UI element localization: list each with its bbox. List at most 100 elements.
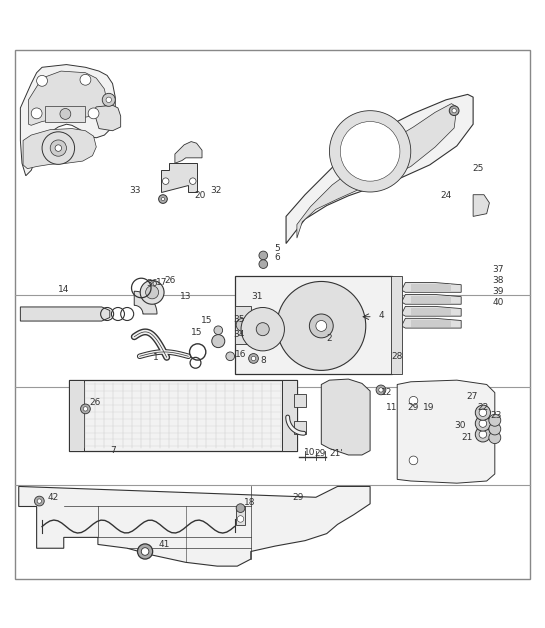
Text: 4: 4 [378,311,384,320]
Bar [235,507,245,526]
Polygon shape [20,65,115,176]
Polygon shape [161,163,197,192]
Bar [45,106,86,121]
Text: 12: 12 [381,387,392,396]
Circle shape [452,109,456,113]
Circle shape [212,335,225,348]
Text: 36: 36 [147,279,158,288]
Text: 7: 7 [110,446,116,455]
Circle shape [146,286,159,299]
Polygon shape [20,307,110,321]
Circle shape [475,416,490,431]
Text: 5: 5 [274,244,280,254]
Text: 16: 16 [234,350,246,359]
Circle shape [141,548,149,555]
Circle shape [277,281,366,371]
Circle shape [479,431,487,438]
Text: 29: 29 [315,450,326,458]
Circle shape [37,499,41,503]
Circle shape [409,396,418,405]
Text: 21': 21' [329,450,343,458]
Circle shape [489,423,501,435]
Text: 33: 33 [129,186,140,195]
Text: 10: 10 [304,448,316,457]
Text: 37: 37 [492,265,504,274]
Text: 17: 17 [156,278,167,287]
Circle shape [50,140,66,156]
Text: 30: 30 [455,421,466,430]
Bar [234,306,251,344]
Bar [391,276,402,374]
Circle shape [42,132,75,165]
Circle shape [259,251,268,260]
Polygon shape [402,283,461,292]
Text: 21: 21 [461,433,473,442]
Circle shape [475,405,490,420]
Text: 26: 26 [89,398,101,408]
Polygon shape [402,318,461,328]
Circle shape [409,456,418,465]
Polygon shape [473,195,489,217]
Text: 1: 1 [153,353,159,362]
Circle shape [236,318,249,332]
Polygon shape [397,380,495,483]
Circle shape [340,121,400,181]
Circle shape [310,314,333,338]
Bar [411,284,451,291]
Circle shape [159,195,167,203]
Circle shape [37,75,47,86]
Text: 40: 40 [492,298,504,306]
Polygon shape [134,291,157,314]
Text: 29: 29 [407,403,419,412]
Polygon shape [175,141,202,163]
Text: 19: 19 [423,403,435,412]
Text: 15: 15 [191,328,203,337]
Polygon shape [286,94,473,244]
Text: 32: 32 [210,186,221,195]
Text: 20: 20 [194,192,205,200]
Circle shape [83,407,88,411]
Circle shape [88,108,99,119]
Circle shape [106,97,112,102]
Text: 26: 26 [164,276,175,285]
Circle shape [190,178,196,185]
Circle shape [102,94,115,106]
Circle shape [237,516,244,522]
Text: 22: 22 [477,403,489,412]
Circle shape [236,504,245,512]
Circle shape [259,260,268,268]
Text: 27: 27 [467,392,478,401]
Text: 23: 23 [490,411,502,420]
Circle shape [55,145,62,151]
Text: 38: 38 [492,276,504,285]
Text: 11: 11 [386,403,398,412]
Circle shape [162,178,169,185]
Circle shape [489,414,501,426]
Circle shape [140,280,164,304]
Text: 8: 8 [261,355,267,365]
Bar [69,380,84,451]
Circle shape [226,352,234,360]
Circle shape [161,197,165,201]
Bar [294,421,306,435]
Polygon shape [402,306,461,316]
Polygon shape [402,295,461,304]
Circle shape [241,308,284,351]
Circle shape [80,74,91,85]
Circle shape [256,323,269,336]
Polygon shape [322,379,370,455]
Polygon shape [94,106,120,131]
Circle shape [81,404,90,414]
Text: 24: 24 [440,192,452,200]
Circle shape [489,431,501,443]
Circle shape [479,409,487,416]
Circle shape [251,356,256,360]
Text: 39: 39 [492,287,504,296]
Text: 29: 29 [293,493,304,502]
Bar [282,380,297,451]
Circle shape [34,496,44,506]
Text: 34: 34 [233,330,245,339]
Text: 25: 25 [472,164,483,173]
Circle shape [475,427,490,442]
Text: 6: 6 [274,253,280,262]
